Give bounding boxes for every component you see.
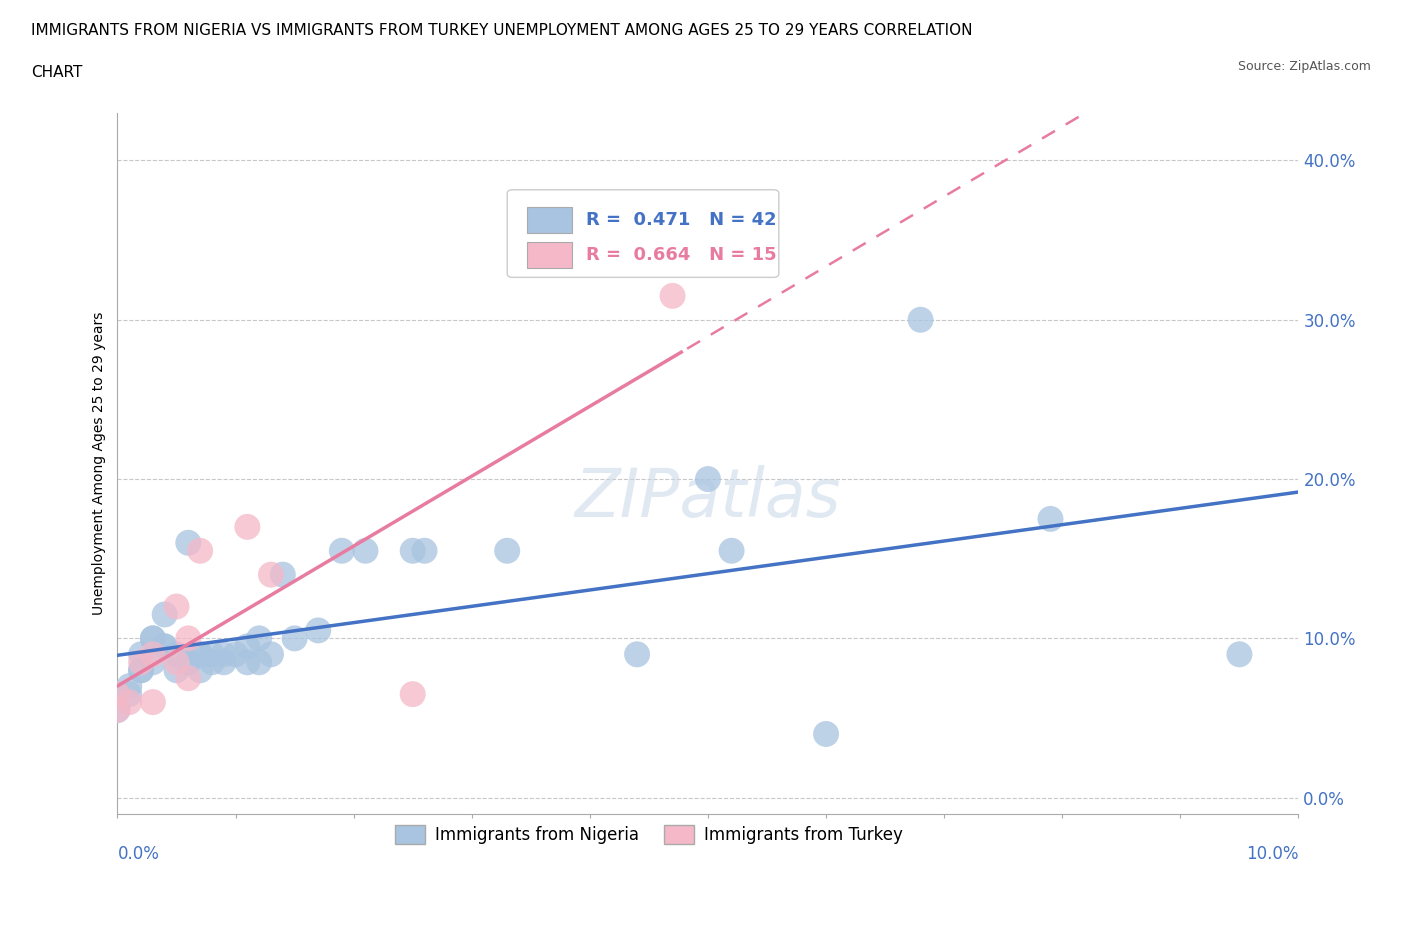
Point — [284, 631, 307, 645]
Point — [354, 543, 377, 558]
Point — [153, 607, 176, 622]
Point — [166, 647, 188, 662]
Point — [118, 679, 141, 694]
Point — [402, 543, 425, 558]
Point — [177, 655, 200, 670]
Point — [697, 472, 720, 486]
Point — [153, 639, 176, 654]
Point — [107, 703, 129, 718]
Text: ZIPatlas: ZIPatlas — [575, 465, 841, 531]
Point — [118, 695, 141, 710]
Point — [720, 543, 742, 558]
Point — [236, 655, 259, 670]
Point — [1229, 647, 1251, 662]
Point — [212, 655, 235, 670]
Point — [188, 543, 211, 558]
Point — [142, 647, 165, 662]
Text: 0.0%: 0.0% — [118, 845, 159, 863]
Point — [142, 655, 165, 670]
Point — [236, 520, 259, 535]
Point — [236, 639, 259, 654]
Point — [201, 655, 224, 670]
Point — [188, 647, 211, 662]
Point — [153, 639, 176, 654]
Point — [142, 631, 165, 645]
Point — [129, 663, 152, 678]
Point — [142, 695, 165, 710]
Point — [260, 567, 283, 582]
Point — [142, 631, 165, 645]
Text: R =  0.471   N = 42: R = 0.471 N = 42 — [586, 211, 778, 229]
Point — [307, 623, 329, 638]
Point — [177, 631, 200, 645]
Point — [129, 663, 152, 678]
FancyBboxPatch shape — [508, 190, 779, 277]
Point — [107, 703, 129, 718]
Point — [247, 655, 270, 670]
Point — [271, 567, 294, 582]
Point — [1039, 512, 1062, 526]
Point — [626, 647, 648, 662]
Point — [212, 647, 235, 662]
Legend: Immigrants from Nigeria, Immigrants from Turkey: Immigrants from Nigeria, Immigrants from… — [388, 818, 910, 851]
Point — [910, 312, 932, 327]
Point — [413, 543, 436, 558]
Y-axis label: Unemployment Among Ages 25 to 29 years: Unemployment Among Ages 25 to 29 years — [93, 312, 107, 615]
FancyBboxPatch shape — [527, 206, 572, 233]
Text: R =  0.664   N = 15: R = 0.664 N = 15 — [586, 246, 778, 264]
Point — [247, 631, 270, 645]
Point — [129, 647, 152, 662]
Text: CHART: CHART — [31, 65, 83, 80]
Point — [815, 726, 838, 741]
Point — [129, 655, 152, 670]
Point — [496, 543, 519, 558]
Point — [118, 686, 141, 701]
Point — [260, 647, 283, 662]
Point — [107, 686, 129, 701]
Point — [166, 599, 188, 614]
Text: 10.0%: 10.0% — [1246, 845, 1299, 863]
Point — [201, 647, 224, 662]
Point — [188, 647, 211, 662]
Point — [107, 686, 129, 701]
Point — [402, 686, 425, 701]
Point — [177, 536, 200, 551]
Point — [166, 655, 188, 670]
Point — [166, 663, 188, 678]
Text: IMMIGRANTS FROM NIGERIA VS IMMIGRANTS FROM TURKEY UNEMPLOYMENT AMONG AGES 25 TO : IMMIGRANTS FROM NIGERIA VS IMMIGRANTS FR… — [31, 23, 973, 38]
Point — [188, 663, 211, 678]
Point — [225, 647, 247, 662]
FancyBboxPatch shape — [527, 242, 572, 268]
Text: Source: ZipAtlas.com: Source: ZipAtlas.com — [1237, 60, 1371, 73]
Point — [330, 543, 353, 558]
Point — [177, 671, 200, 685]
Point — [661, 288, 683, 303]
